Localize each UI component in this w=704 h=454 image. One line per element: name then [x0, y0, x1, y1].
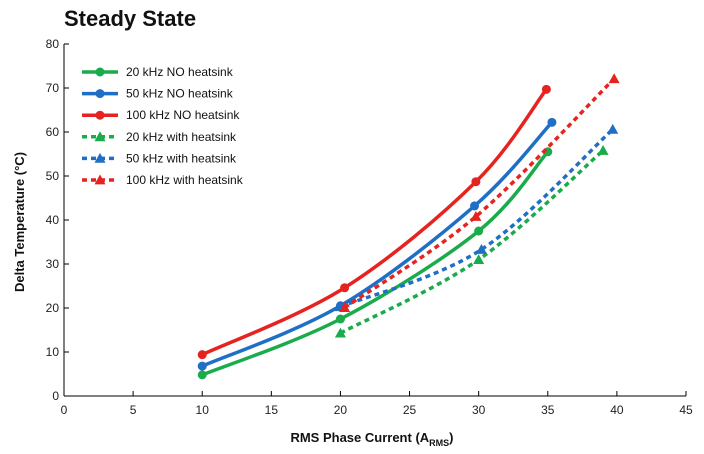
data-point — [197, 361, 207, 371]
x-tick-label: 5 — [130, 403, 137, 417]
data-point — [547, 117, 557, 127]
x-tick-label: 25 — [403, 403, 417, 417]
legend-label: 100 kHz with heatsink — [126, 173, 244, 187]
y-tick-label: 80 — [46, 37, 60, 51]
y-tick-label: 20 — [46, 301, 60, 315]
x-tick-label: 30 — [472, 403, 486, 417]
legend-label: 100 kHz NO heatsink — [126, 108, 240, 122]
legend-marker — [94, 131, 106, 142]
data-point — [470, 201, 480, 211]
legend-item-6: 100 kHz with heatsink — [82, 173, 244, 187]
x-tick-label: 40 — [610, 403, 624, 417]
data-point — [541, 84, 551, 94]
data-point — [197, 350, 207, 360]
legend-marker — [94, 174, 106, 185]
y-tick-label: 10 — [46, 345, 60, 359]
legend-marker — [94, 152, 106, 163]
x-axis-label: RMS Phase Current (ARMS) — [290, 430, 453, 448]
legend-item-2: 50 kHz NO heatsink — [82, 87, 234, 101]
y-tick-label: 60 — [46, 125, 60, 139]
y-tick-label: 40 — [46, 213, 60, 227]
y-tick-label: 70 — [46, 81, 60, 95]
data-point — [475, 243, 487, 254]
legend-item-3: 100 kHz NO heatsink — [82, 108, 240, 122]
y-tick-label: 50 — [46, 169, 60, 183]
legend-label: 50 kHz NO heatsink — [126, 87, 234, 101]
data-point — [608, 73, 620, 84]
legend-item-1: 20 kHz NO heatsink — [82, 65, 234, 79]
legend-marker — [95, 89, 105, 99]
data-point — [334, 327, 346, 338]
series-line — [200, 87, 549, 357]
y-axis-label: Delta Temperature (°C) — [12, 152, 27, 292]
series-group — [197, 73, 620, 380]
data-point — [474, 226, 484, 236]
data-point — [335, 314, 345, 324]
data-point — [339, 302, 351, 312]
x-tick-label: 10 — [196, 403, 210, 417]
series-6 — [339, 73, 620, 312]
x-tick-label: 20 — [334, 403, 348, 417]
y-tick-label: 0 — [52, 389, 59, 403]
axes: 0 5 10 15 20 25 30 35 40 45 0 10 20 30 40 50 60 70 80 — [46, 37, 693, 417]
x-axis-label-main: RMS Phase Current (A — [290, 430, 429, 445]
series-line — [200, 150, 550, 377]
y-tick-label: 30 — [46, 257, 60, 271]
x-tick-label: 35 — [541, 403, 555, 417]
legend-item-4: 20 kHz with heatsink — [82, 130, 237, 144]
x-tick-label: 0 — [61, 403, 68, 417]
legend: 20 kHz NO heatsink 50 kHz NO heatsink 100 … — [82, 65, 244, 187]
legend-item-5: 50 kHz with heatsink — [82, 151, 237, 165]
data-point — [597, 144, 609, 155]
legend-label: 20 kHz with heatsink — [126, 130, 237, 144]
series-4 — [334, 144, 609, 338]
data-point — [197, 370, 207, 380]
series-3 — [197, 84, 551, 360]
data-point — [473, 254, 485, 264]
series-line — [339, 128, 614, 309]
data-point — [470, 210, 482, 221]
legend-marker — [95, 110, 105, 120]
data-point — [471, 177, 481, 187]
x-tick-label: 15 — [265, 403, 279, 417]
series-line — [343, 77, 616, 309]
x-axis-label-subscript: RMS — [429, 438, 449, 448]
x-tick-label: 45 — [679, 403, 693, 417]
legend-label: 50 kHz with heatsink — [126, 151, 237, 165]
data-point — [607, 123, 619, 134]
data-point — [340, 283, 350, 293]
series-line — [200, 120, 554, 368]
legend-marker — [95, 67, 105, 77]
x-axis-label-end: ) — [449, 430, 453, 445]
legend-label: 20 kHz NO heatsink — [126, 65, 234, 79]
chart-title: Steady State — [64, 6, 197, 31]
